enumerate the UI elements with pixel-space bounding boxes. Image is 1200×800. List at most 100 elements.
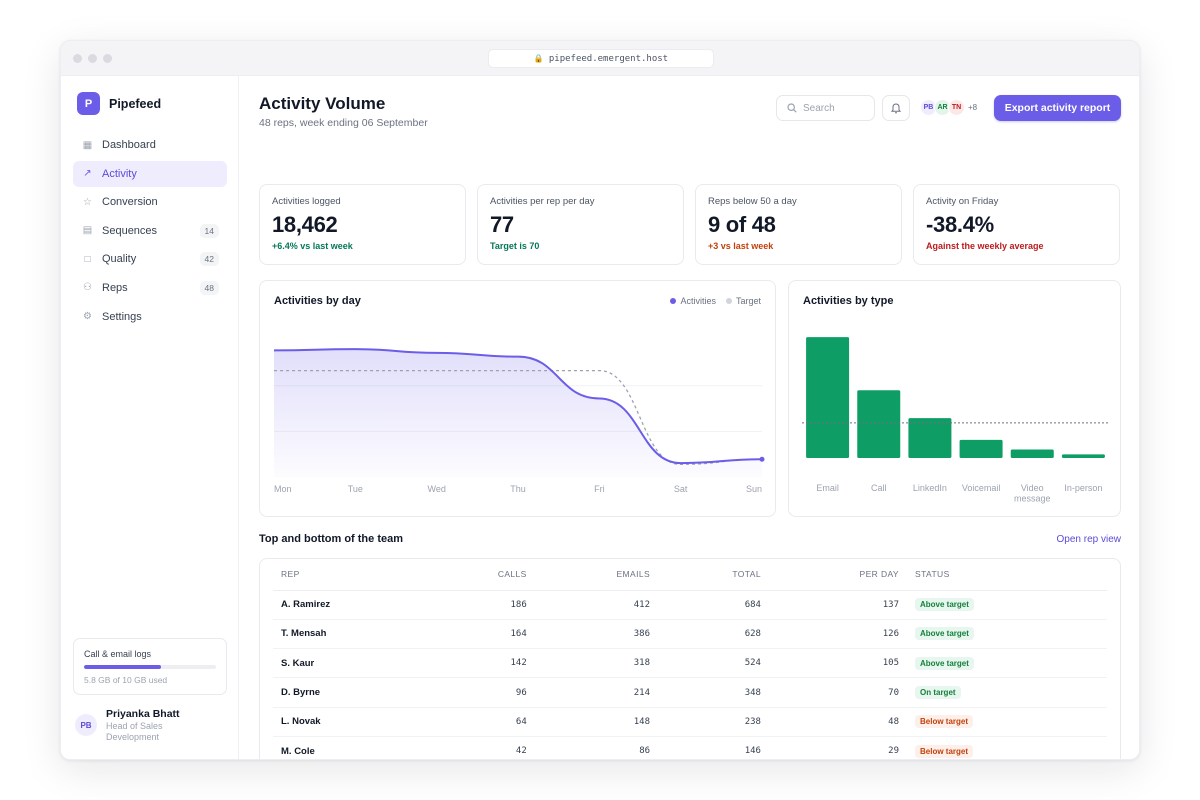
- status-badge: Below target: [915, 744, 974, 758]
- user-profile[interactable]: PB Priyanka Bhatt Head of Sales Developm…: [75, 708, 186, 743]
- status-badge: On target: [915, 686, 961, 700]
- x-tick-label: Sat: [674, 484, 688, 494]
- chart-title: Activities by type: [803, 295, 894, 307]
- kpi-value: 18,462: [272, 212, 338, 237]
- team-avatars[interactable]: PB AR TN +8: [920, 99, 977, 116]
- bar-linkedin[interactable]: [908, 418, 952, 458]
- activities-by-day-card: Activities by day Activities Target Mon Tu…: [259, 280, 776, 517]
- cell-calls: 64: [423, 707, 535, 737]
- activities-point[interactable]: [759, 456, 765, 462]
- kpi-value: -38.4%: [926, 212, 994, 237]
- status-badge: Below target: [915, 715, 974, 729]
- cell-emails: 148: [534, 707, 659, 737]
- avatars-more-count[interactable]: +8: [968, 103, 978, 112]
- column-header[interactable]: CALLS: [423, 559, 535, 591]
- window-dot[interactable]: [88, 54, 97, 63]
- sidebar: P Pipefeed ▦ Dashboard ↗ Activity ☆ Conversio…: [61, 76, 239, 759]
- bell-icon: [891, 102, 901, 113]
- x-tick-label: In-person: [1064, 483, 1102, 493]
- search-input[interactable]: Search: [776, 95, 875, 121]
- table-row[interactable]: L. Novak 64 148 238 48 Below target: [273, 707, 1107, 737]
- cell-per-day: 105: [768, 648, 907, 679]
- address-bar[interactable]: 🔒 pipefeed.emergent.host: [488, 49, 714, 68]
- cell-emails: 86: [639, 746, 651, 757]
- x-tick-label: Video message: [1014, 483, 1051, 504]
- sidebar-item-label: Activity: [102, 167, 137, 180]
- kpi-value: 77: [490, 212, 514, 237]
- kpi-label: Activity on Friday: [926, 196, 999, 207]
- window-dot[interactable]: [73, 54, 82, 63]
- x-tick-label: Email: [816, 483, 839, 493]
- column-header[interactable]: TOTAL: [658, 559, 769, 591]
- brand[interactable]: P Pipefeed: [77, 92, 161, 115]
- column-header[interactable]: REP: [273, 559, 423, 591]
- x-tick-label: Thu: [510, 484, 526, 494]
- x-tick-label: Fri: [594, 484, 605, 494]
- avatar: PB: [75, 714, 97, 736]
- table-row[interactable]: T. Mensah 164 386 628 126 Above target: [273, 619, 1107, 650]
- sidebar-item-activity[interactable]: ↗ Activity: [73, 160, 227, 187]
- bar-voicemail[interactable]: [959, 439, 1003, 458]
- users-icon: ⚇: [83, 282, 92, 294]
- column-header[interactable]: EMAILS: [534, 559, 659, 591]
- notifications-button[interactable]: [882, 95, 910, 121]
- sidebar-item-conversion[interactable]: ☆ Conversion: [73, 189, 227, 215]
- bar-email[interactable]: [806, 337, 850, 458]
- kpi-label: Activities logged: [272, 196, 341, 207]
- chart-title: Activities by day: [274, 295, 361, 307]
- table-row[interactable]: A. Ramirez 186 412 684 137 Above target: [273, 590, 1107, 620]
- status-cell: Below target: [907, 707, 1107, 737]
- bar-video-message[interactable]: [1010, 449, 1054, 458]
- trend-icon: ↗: [83, 168, 92, 180]
- legend-swatch: [670, 298, 677, 304]
- rep-name: L. Novak: [273, 707, 423, 737]
- kpi-note: +6.4% vs last week: [272, 241, 353, 251]
- kpi-note: Target is 70: [490, 241, 540, 251]
- cell-emails: 386: [534, 619, 659, 650]
- main-content: Activity Volume 48 reps, week ending 06 …: [239, 76, 1139, 759]
- kpi-note: Against the weekly average: [926, 241, 1044, 251]
- table-row[interactable]: D. Byrne 96 214 348 70 On target: [273, 677, 1107, 708]
- avatar[interactable]: TN: [948, 99, 965, 116]
- bar-call[interactable]: [857, 390, 901, 458]
- kpi-note: +3 vs last week: [708, 241, 774, 251]
- sidebar-item-reps[interactable]: ⚇ Reps 48: [73, 275, 227, 301]
- table-row[interactable]: S. Kaur 142 318 524 105 Above target: [273, 648, 1107, 679]
- chart-legend: Activities Target: [670, 296, 761, 306]
- sidebar-item-label: Settings: [102, 310, 142, 323]
- rep-name: A. Ramirez: [273, 590, 423, 620]
- kpi-value: 9 of 48: [708, 212, 776, 237]
- team-table-card: REP CALLS EMAILS TOTAL PER DAY STATUS A. Rami…: [259, 558, 1121, 759]
- target-line: [274, 369, 763, 465]
- status-cell: Above target: [907, 648, 1107, 679]
- gear-icon: ⚙: [83, 311, 92, 323]
- sidebar-item-label: Dashboard: [102, 139, 156, 151]
- rep-name: D. Byrne: [273, 677, 423, 708]
- open-rep-view-link[interactable]: Open rep view: [1056, 534, 1121, 545]
- window-dot[interactable]: [103, 54, 112, 63]
- legend-label: Target: [735, 296, 761, 306]
- cell-total: 628: [658, 619, 769, 650]
- kpi-label: Reps below 50 a day: [708, 196, 797, 207]
- kpi-card: Reps below 50 a day 9 of 48 +3 vs last wee…: [695, 184, 902, 265]
- sidebar-item-dashboard[interactable]: ▦ Dashboard: [73, 132, 227, 158]
- rep-name: S. Kaur: [273, 648, 423, 679]
- sidebar-item-quality[interactable]: □ Quality 42: [73, 246, 227, 272]
- page-title: Activity Volume: [259, 94, 386, 113]
- browser-window: 🔒 pipefeed.emergent.host P Pipefeed ▦ Das…: [60, 40, 1140, 760]
- cell-emails: 318: [534, 648, 659, 679]
- rep-name: T. Mensah: [273, 619, 423, 650]
- table-row[interactable]: M. Cole 42 86 146 29 Below target: [273, 736, 1107, 759]
- page-subtitle: 48 reps, week ending 06 September: [259, 117, 428, 129]
- sidebar-item-sequences[interactable]: ▤ Sequences 14: [73, 218, 227, 244]
- url-text: pipefeed.emergent.host: [548, 53, 669, 64]
- cell-total: 238: [658, 707, 769, 737]
- bar-in-person[interactable]: [1061, 454, 1105, 458]
- sidebar-item-count: 48: [199, 280, 219, 295]
- export-report-button[interactable]: Export activity report: [994, 95, 1121, 121]
- column-header[interactable]: STATUS: [907, 559, 1107, 591]
- storage-title: Call & email logs: [84, 649, 152, 659]
- rep-name: M. Cole: [281, 745, 315, 757]
- sidebar-item-settings[interactable]: ⚙ Settings: [73, 304, 227, 330]
- column-header[interactable]: PER DAY: [768, 559, 907, 591]
